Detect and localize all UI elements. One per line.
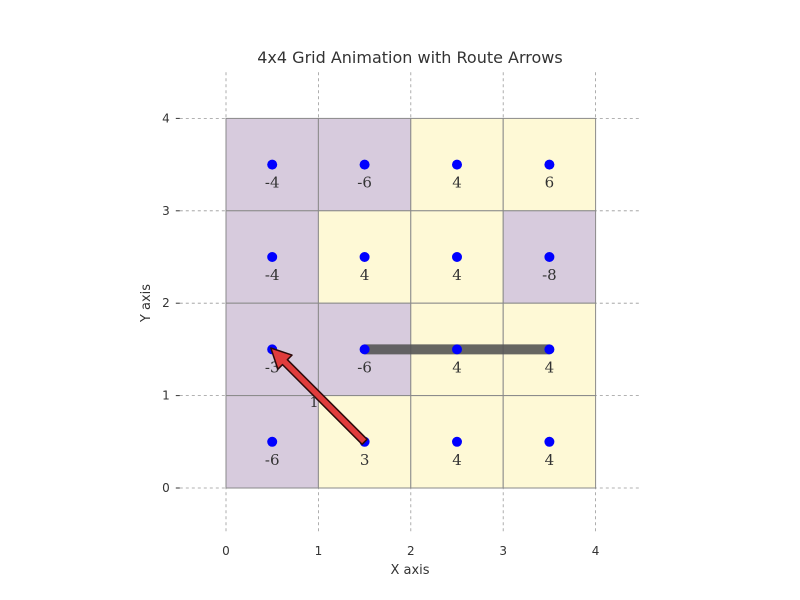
y-tick-label: 2 xyxy=(162,296,170,310)
cell-value-label: 4 xyxy=(360,266,370,284)
cell-point xyxy=(544,436,555,447)
y-axis-label: Y axis xyxy=(139,284,154,323)
cell-values: -4 -6 4 6-4 4 4 -8-3 -6 4 4-6 3 4 4 xyxy=(265,174,557,469)
x-tick-label: 4 xyxy=(592,544,600,558)
cell-point xyxy=(452,344,462,355)
cell-value-label: 4 xyxy=(452,451,462,469)
x-tick-label: 0 xyxy=(222,544,230,558)
cell-value-label: 6 xyxy=(545,174,555,192)
y-tick-label: 4 xyxy=(162,111,170,125)
route-arrows: 1 xyxy=(270,347,368,446)
cell-value-label: 4 xyxy=(452,266,462,284)
y-tick-label: 1 xyxy=(162,389,170,403)
x-tick-label: 3 xyxy=(499,544,507,558)
cell-value-label: -4 xyxy=(265,174,280,192)
x-tick-label: 1 xyxy=(315,544,323,558)
cell-point xyxy=(544,159,555,170)
y-tick-label: 0 xyxy=(162,481,170,495)
axis-ticks: 0 1 2 3 4 0 1 2 3 4 xyxy=(162,111,599,558)
y-tick-label: 3 xyxy=(162,204,170,218)
cell-point xyxy=(267,159,278,170)
route-arrow-label: 1 xyxy=(310,395,319,411)
cell-value-label: 4 xyxy=(452,358,462,376)
cell-point xyxy=(544,344,555,355)
cell-value-label: 3 xyxy=(360,451,370,469)
x-tick-label: 2 xyxy=(407,544,415,558)
grid-cells xyxy=(225,117,597,489)
cell-point xyxy=(544,252,555,262)
cell-value-label: 4 xyxy=(545,451,555,469)
cell-point xyxy=(359,159,370,170)
cell-value-label: 4 xyxy=(452,174,462,192)
route-arrow xyxy=(270,347,368,446)
cell-point xyxy=(452,252,462,262)
cell-value-label: 4 xyxy=(545,358,555,376)
cell-value-label: -6 xyxy=(265,451,280,469)
cell-point xyxy=(452,159,462,170)
cell-point xyxy=(359,344,370,355)
x-axis-label: X axis xyxy=(390,563,429,578)
cell-point xyxy=(452,436,462,447)
chart-title: 4x4 Grid Animation with Route Arrows xyxy=(257,48,562,67)
cell-value-label: -6 xyxy=(357,358,372,376)
cell-value-label: -6 xyxy=(357,174,372,192)
grid-cell xyxy=(410,210,504,304)
cell-value-label: -8 xyxy=(542,266,557,284)
cell-point xyxy=(267,436,278,447)
cell-point xyxy=(359,252,370,262)
cell-value-label: -4 xyxy=(265,266,280,284)
cell-point xyxy=(267,252,278,262)
